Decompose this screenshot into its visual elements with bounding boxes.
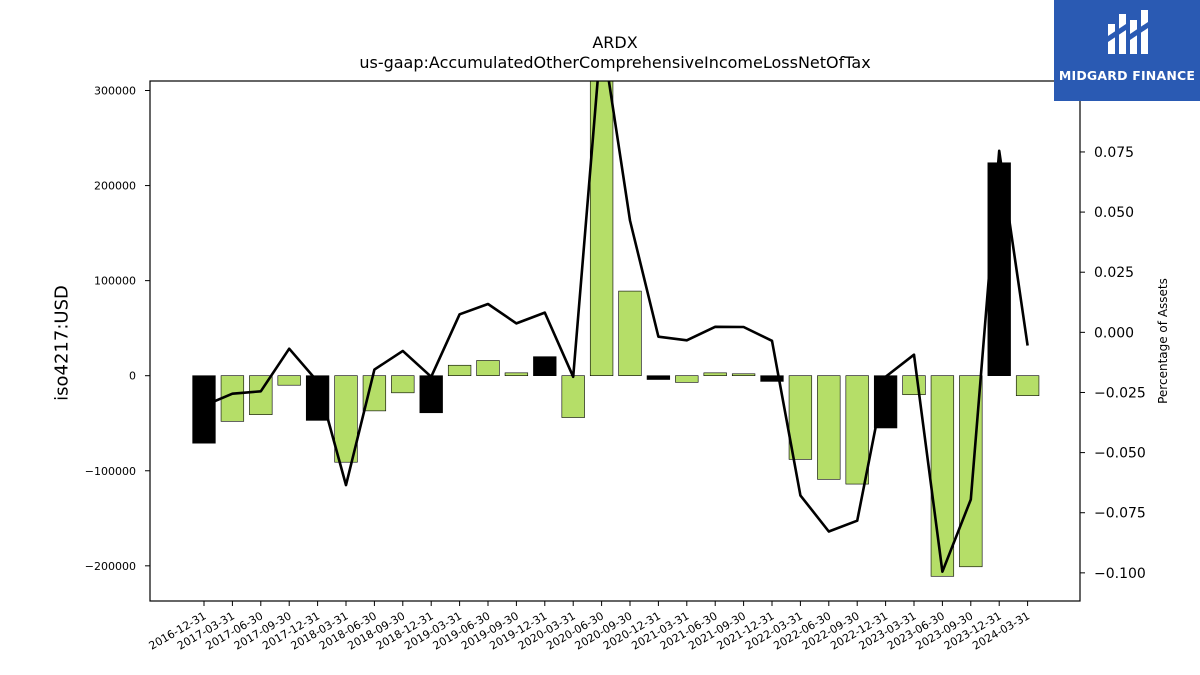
bar-2019-06-30: [476, 360, 500, 376]
chart-title: ARDX: [592, 33, 638, 52]
bar-2021-09-30: [731, 373, 756, 376]
plot-frame: [149, 80, 1081, 602]
right-tick-label: 0.050: [1094, 205, 1134, 221]
right-tick-label: 0.075: [1094, 145, 1134, 161]
right-tick-label: −0.025: [1094, 385, 1146, 401]
left-tick-label: 100000: [94, 275, 136, 288]
percentage-of-assets-line: [203, 81, 1029, 574]
left-tick-label: 0: [129, 370, 136, 383]
bar-2021-12-31: [760, 375, 784, 382]
bar-series: [192, 81, 1040, 577]
chart-subtitle: us-gaap:AccumulatedOtherComprehensiveInc…: [359, 53, 871, 72]
bar-2022-06-30: [817, 375, 841, 480]
bar-2018-12-31: [419, 375, 443, 414]
bar-2017-06-30: [249, 375, 273, 415]
percentage-line-series: [203, 81, 1029, 574]
left-tick-label: 200000: [94, 180, 136, 193]
bar-2017-12-31: [305, 375, 330, 421]
bar-2019-03-31: [447, 364, 472, 376]
left-y-axis: −200000 −100000 0 100000 200000 300000: [85, 85, 150, 573]
y-axis-label: iso4217:USD: [51, 285, 73, 401]
bar-2020-12-31: [646, 375, 671, 380]
bar-2024-03-31: [1015, 375, 1040, 396]
bar-2023-06-30: [930, 375, 955, 577]
bar-2019-09-30: [504, 372, 529, 376]
bar-2022-09-30: [845, 375, 869, 485]
bar-2021-06-30: [703, 372, 727, 376]
bar-2023-12-31: [987, 162, 1011, 376]
right-y-axis: −0.100 −0.075 −0.050 −0.025 0.000 0.025 0.050 0…: [1080, 85, 1146, 582]
right-tick-label: 0.025: [1094, 265, 1134, 281]
bar-2016-12-31: [192, 375, 216, 444]
midgard-finance-logo: MIDGARD FINANCE: [1054, 0, 1200, 101]
bar-2023-03-31: [902, 375, 926, 396]
midgard-logo-icon: [1108, 10, 1148, 54]
bar-2017-09-30: [277, 375, 301, 386]
bar-2018-06-30: [362, 375, 387, 412]
bar-2020-06-30: [589, 81, 614, 376]
right-tick-label: −0.050: [1094, 446, 1146, 462]
bar-2020-03-31: [561, 375, 585, 418]
left-tick-label: 300000: [94, 85, 136, 98]
bar-2022-03-31: [788, 375, 813, 460]
right-tick-label: −0.075: [1094, 506, 1146, 522]
left-tick-label: −100000: [85, 465, 136, 478]
right-tick-label: −0.100: [1094, 566, 1146, 582]
right-y-axis-label: Percentage of Assets: [1156, 278, 1170, 404]
bar-2017-03-31: [220, 375, 245, 422]
logo-text: MIDGARD FINANCE: [1058, 68, 1196, 83]
right-tick-label: 0.000: [1094, 325, 1134, 341]
bar-2021-03-31: [675, 375, 699, 383]
bar-2020-09-30: [618, 290, 642, 376]
x-axis: 2016-12-312017-03-312017-06-302017-09-30…: [147, 601, 1032, 653]
bar-2018-03-31: [334, 375, 358, 463]
left-tick-label: −200000: [85, 560, 136, 573]
bar-2019-12-31: [533, 356, 557, 376]
bar-2018-09-30: [391, 375, 415, 394]
